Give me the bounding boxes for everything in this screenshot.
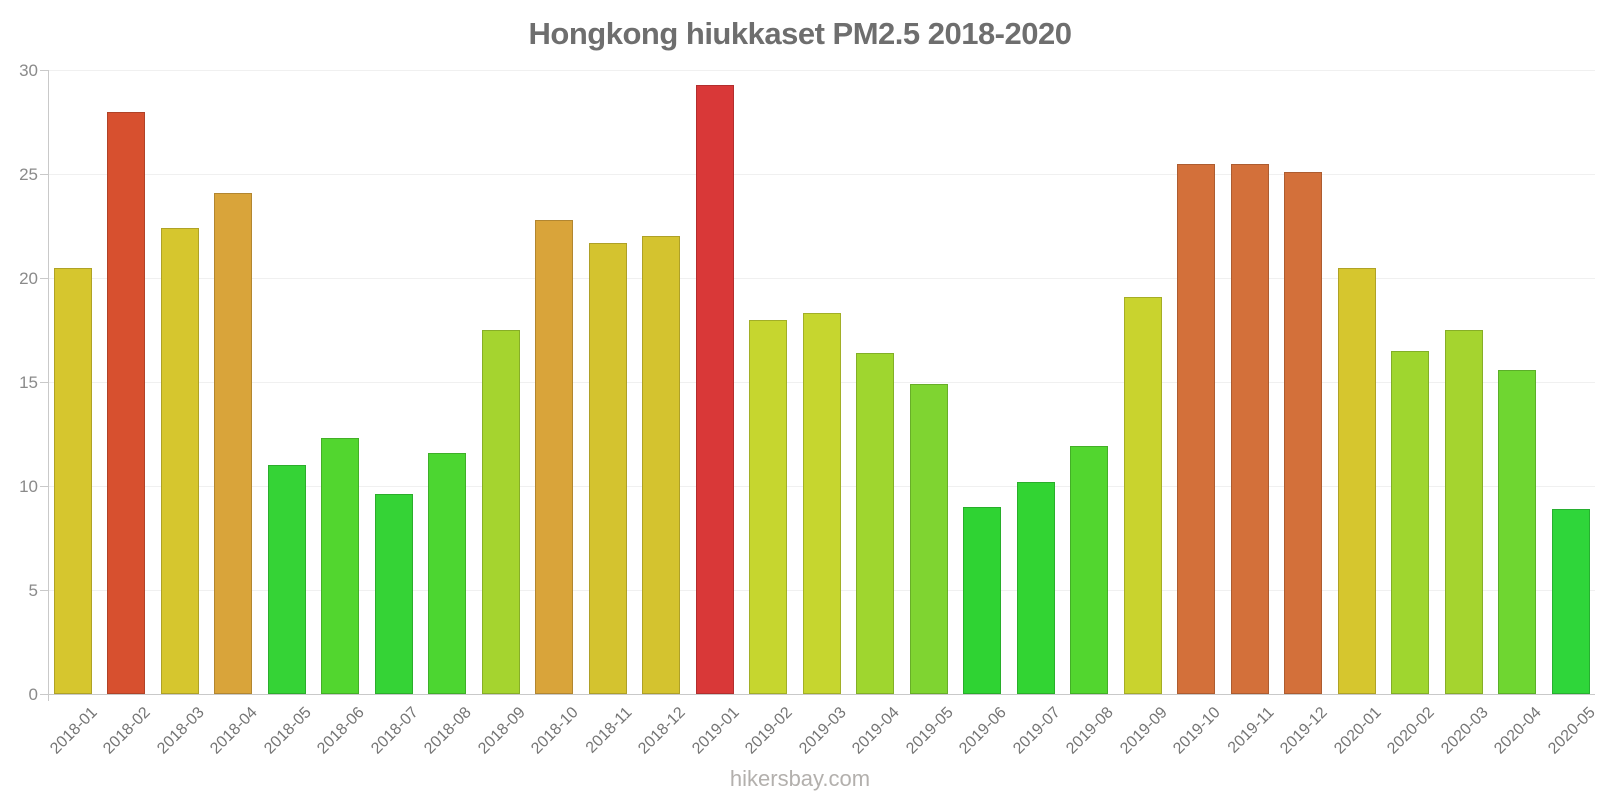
gridline-y30	[48, 70, 1595, 71]
bar-2018-02	[107, 111, 145, 694]
bar-2019-03	[802, 313, 841, 694]
chart-title: Hongkong hiukkaset PM2.5 2018-2020	[528, 16, 1072, 51]
y-tick-mark	[40, 278, 48, 279]
x-tick-label: 2018-10	[528, 704, 583, 758]
bar-2018-11	[588, 242, 627, 694]
bar-2018-08	[428, 452, 466, 694]
x-tick-label: 2019-10	[1170, 704, 1225, 758]
bar-2019-12	[1284, 171, 1322, 694]
x-tick-label: 2018-03	[153, 704, 208, 758]
x-tick-label: 2020-05	[1544, 704, 1599, 758]
bar-2019-04	[856, 352, 894, 694]
bar-2019-10	[1177, 163, 1215, 694]
y-tick-mark	[40, 590, 48, 591]
gridline-y20	[48, 278, 1595, 279]
y-tick-label: 5	[28, 581, 38, 600]
y-tick-label: 10	[19, 477, 38, 496]
bar-2019-07	[1016, 481, 1055, 694]
y-tick-mark	[40, 382, 48, 383]
x-tick-label: 2020-01	[1330, 704, 1385, 758]
bar-2019-09	[1123, 296, 1162, 694]
bar-2018-09	[481, 330, 520, 694]
x-tick-label: 2019-06	[956, 704, 1011, 758]
x-tick-label: 2018-05	[260, 704, 315, 758]
x-tick-label: 2018-08	[421, 704, 476, 758]
bar-2018-10	[535, 219, 573, 694]
x-tick-label: 2018-06	[314, 704, 369, 758]
bar-2019-08	[1070, 446, 1108, 694]
x-tick-label: 2018-07	[367, 704, 422, 758]
x-tick-label: 2019-09	[1116, 704, 1171, 758]
bar-2020-02	[1391, 350, 1429, 694]
bar-2018-06	[321, 438, 359, 694]
y-tick-label: 20	[19, 269, 38, 288]
bar-2019-01	[695, 84, 734, 694]
y-tick-label: 0	[28, 685, 38, 704]
bar-2018-07	[374, 494, 413, 694]
bar-2018-12	[642, 236, 680, 694]
x-tick-label: 2019-08	[1063, 704, 1118, 758]
x-tick-label: 2020-02	[1384, 704, 1439, 758]
bar-2020-05	[1551, 508, 1590, 694]
bar-2019-02	[749, 319, 787, 694]
y-tick-mark	[40, 486, 48, 487]
bar-2019-11	[1230, 163, 1269, 694]
y-tick-mark	[40, 70, 48, 71]
x-tick-label: 2019-11	[1224, 704, 1278, 757]
bar-2018-01	[53, 267, 92, 694]
x-tick-label: 2019-07	[1009, 704, 1064, 758]
x-tick-label: 2018-11	[582, 704, 636, 757]
y-tick-label: 30	[19, 61, 38, 80]
watermark: hikersbay.com	[729, 766, 871, 791]
bar-2019-06	[963, 506, 1001, 694]
x-tick-label: 2018-04	[207, 704, 262, 758]
x-tick-label: 2018-12	[635, 704, 690, 758]
bar-2020-01	[1337, 267, 1376, 694]
bar-2018-04	[214, 192, 252, 694]
x-tick-label: 2019-04	[849, 704, 904, 758]
x-tick-label: 2019-05	[902, 704, 957, 758]
x-tick-label: 2018-09	[474, 704, 529, 758]
y-tick-mark	[40, 174, 48, 175]
gridline-y25	[48, 174, 1595, 175]
x-tick-label: 2019-03	[795, 704, 850, 758]
y-axis-line	[48, 70, 49, 701]
bar-2020-03	[1444, 330, 1483, 694]
x-axis-line	[48, 694, 1595, 695]
x-tick-label: 2020-04	[1491, 704, 1546, 758]
y-tick-mark	[40, 694, 48, 695]
y-tick-label: 25	[19, 165, 38, 184]
bar-2018-05	[267, 465, 306, 694]
bar-2019-05	[909, 384, 948, 694]
x-tick-label: 2018-01	[46, 704, 101, 758]
bar-2020-04	[1498, 369, 1536, 694]
x-tick-label: 2019-02	[742, 704, 797, 758]
x-tick-label: 2020-03	[1437, 704, 1492, 758]
x-tick-label: 2018-02	[100, 704, 155, 758]
x-tick-label: 2019-01	[688, 704, 743, 758]
y-tick-label: 15	[19, 373, 38, 392]
bar-2018-03	[160, 228, 199, 694]
x-tick-label: 2019-12	[1277, 704, 1332, 758]
